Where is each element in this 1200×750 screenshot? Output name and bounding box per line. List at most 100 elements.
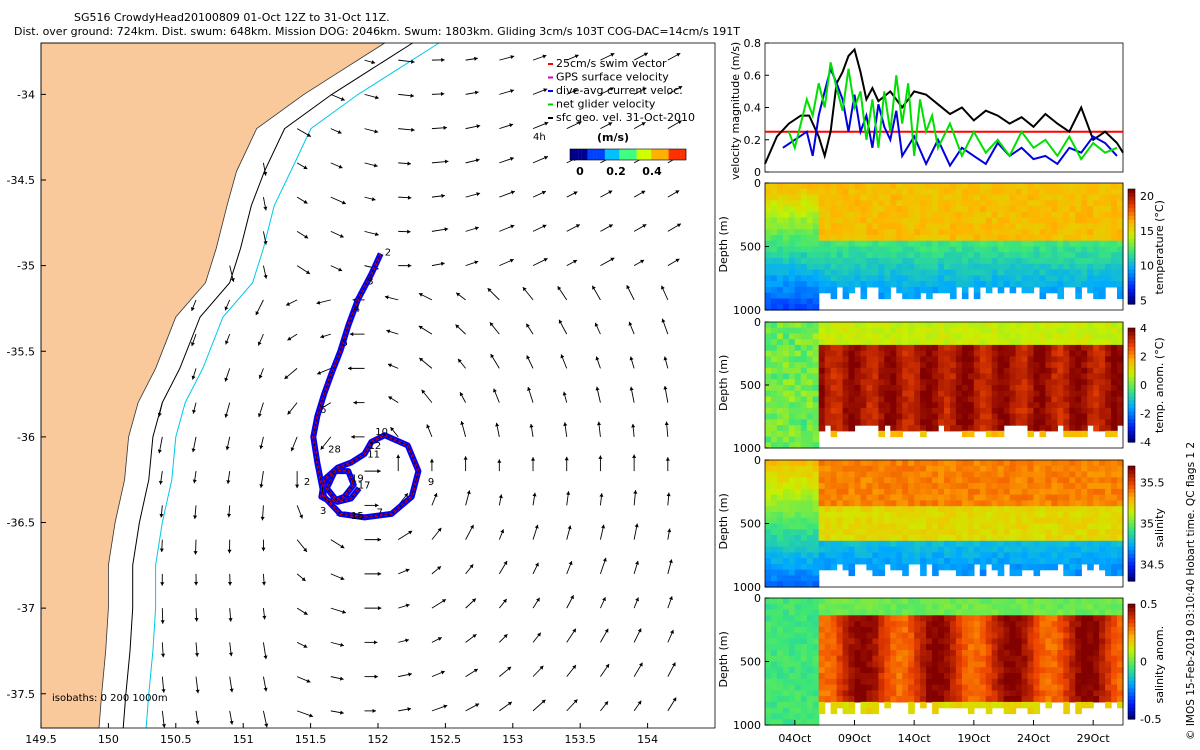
velocity-arrowhead	[443, 125, 448, 130]
salinity-cell	[961, 529, 969, 536]
temperature-cell	[776, 206, 784, 213]
temp-anom-cell	[800, 390, 808, 397]
salinity-cell	[944, 517, 951, 525]
temp-anom-cell	[830, 327, 838, 334]
temperature-cell	[1021, 194, 1029, 201]
temperature-cell	[806, 286, 814, 294]
temperature-cell	[818, 252, 826, 259]
salinity-cell	[1087, 546, 1094, 553]
sal-anom-cell	[794, 696, 802, 703]
sal-anom-cell	[902, 673, 909, 680]
temperature-cell	[955, 252, 963, 259]
salinity-cell	[938, 546, 945, 553]
legend-colorbar-cell	[651, 149, 655, 160]
salinity-cell	[932, 483, 939, 490]
sal-anom-cell	[771, 638, 778, 645]
salinity-cell	[788, 500, 796, 507]
velocity-arrowhead	[529, 423, 534, 428]
salinity-cell	[1051, 471, 1058, 478]
velocity-arrowhead	[459, 392, 464, 397]
temperature-cell	[979, 246, 987, 253]
temp-anom-cell	[902, 367, 909, 375]
temperature-cell	[890, 206, 897, 213]
salinity-cell	[1105, 460, 1112, 467]
temperature-cell	[914, 275, 921, 282]
temperature-cell	[1015, 183, 1023, 190]
salinity-cell	[806, 575, 814, 582]
salinity-cell	[1105, 488, 1112, 496]
velocity-arrowhead	[290, 447, 295, 452]
temp-anom-cell	[973, 322, 981, 329]
sal-anom-cell	[908, 696, 915, 703]
salinity-cell	[800, 465, 808, 473]
sal-anom-cell	[794, 719, 802, 726]
salinity-cell	[782, 552, 790, 559]
salinity-cell	[1069, 546, 1076, 553]
temp-anom-cell	[860, 356, 868, 363]
temp-anom-cell	[1069, 425, 1076, 432]
temp-anom-cell	[765, 350, 772, 357]
salinity-cell	[812, 529, 820, 536]
temp-anom-cell	[848, 379, 856, 386]
sal-anom-cell	[788, 650, 796, 657]
salinity-cell	[914, 517, 921, 525]
temp-anom-colorbar-cell	[1128, 400, 1135, 405]
salinity-cell	[1081, 506, 1088, 513]
salinity-cell	[771, 517, 778, 525]
salinity-cell	[1111, 512, 1118, 519]
salinity-cell	[860, 460, 868, 467]
temperature-cell	[1093, 206, 1100, 213]
temperature-cell	[842, 246, 850, 253]
temp-anom-cell	[1033, 396, 1041, 403]
sal-anom-cell	[908, 667, 915, 674]
temperature-cell	[788, 229, 796, 236]
salinity-cell	[872, 558, 879, 565]
temperature-cell	[884, 246, 891, 253]
temp-anom-cell	[1075, 396, 1082, 403]
sal-anom-cell	[926, 603, 933, 611]
temperature-cell	[776, 194, 784, 201]
temp-anom-cell	[991, 425, 999, 432]
salinity-cell	[1075, 540, 1082, 548]
temperature-cell	[1081, 281, 1088, 288]
velocity-arrowhead	[573, 259, 578, 264]
temperature-cell	[920, 240, 927, 248]
temp-anom-cell	[1063, 322, 1070, 329]
temp-anom-cell	[800, 373, 808, 380]
temp-anom-cell	[818, 425, 826, 432]
temperature-cell	[920, 217, 927, 224]
salinity-cell	[1027, 483, 1035, 490]
sal-anom-cell	[866, 644, 873, 651]
temp-anom-cell	[938, 419, 945, 426]
temp-anom-cell	[926, 339, 933, 346]
temp-anom-cell	[824, 327, 832, 334]
temp-anom-cell	[932, 402, 939, 409]
salinity-cell	[979, 471, 987, 478]
temperature-cell	[973, 229, 981, 236]
temp-anom-cell	[1009, 362, 1017, 369]
sal-anom-cell	[830, 609, 838, 616]
sal-anom-cell	[908, 690, 915, 697]
salinity-cell	[1021, 563, 1029, 571]
temperature-cell	[842, 188, 850, 196]
temp-anom-cell	[776, 327, 784, 334]
temperature-cell	[1057, 183, 1064, 190]
temp-anom-cell	[1087, 344, 1094, 352]
salinity-cell	[765, 575, 772, 582]
salinity-cell	[1051, 540, 1058, 548]
temperature-colorbar-cell	[1128, 258, 1135, 263]
salinity-cell	[938, 558, 945, 565]
temperature-cell	[1003, 258, 1011, 265]
sal-anom-cell	[800, 696, 808, 703]
sal-anom-cell	[776, 650, 784, 657]
velocity-arrowhead	[661, 285, 665, 290]
temperature-cell	[890, 217, 897, 224]
temperature-cell	[1033, 206, 1041, 213]
temperature-cell	[771, 258, 778, 265]
salinity-cell	[902, 552, 909, 559]
sal-anom-cell	[800, 678, 808, 686]
salinity-cell	[1081, 471, 1088, 478]
salinity-cell	[884, 477, 891, 484]
temperature-cell	[830, 292, 838, 300]
velocity-y-tick-label: 0.2	[744, 134, 762, 147]
